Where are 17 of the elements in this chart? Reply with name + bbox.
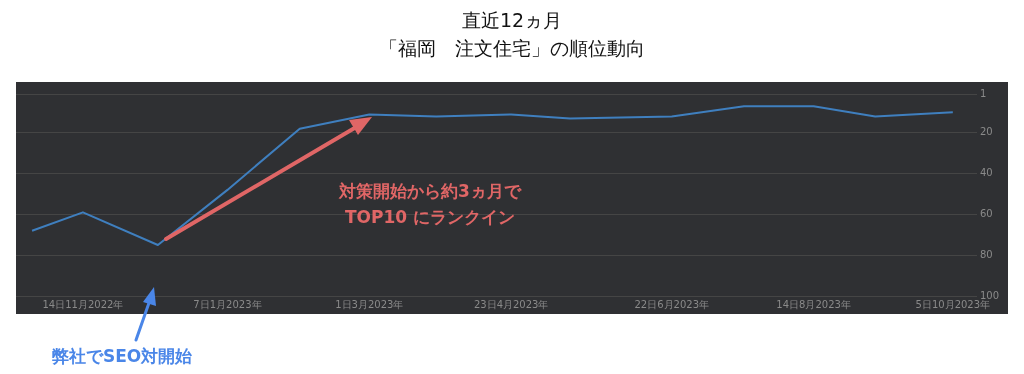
y-tick-label: 20 <box>979 126 993 138</box>
y-tick-label: 80 <box>979 248 993 260</box>
annotation: 対策開始から約3ヵ月で TOP10 にランクイン <box>338 180 523 229</box>
x-tick-label: 22日6月2023年 <box>634 298 710 310</box>
x-tick-label: 14日11月2022年 <box>42 298 124 310</box>
y-tick-label: 60 <box>979 207 993 219</box>
x-tick-label: 23日4月2023年 <box>473 298 549 310</box>
text: 弊社でSEO対開始 <box>52 345 193 368</box>
x-tick-label: 14日8月2023年 <box>776 298 851 310</box>
x-tick-label: 7日1月2023年 <box>193 298 262 310</box>
x-tick-label: 5日10月2023年 <box>915 298 991 310</box>
chart-title: 直近12ヵ月 <box>460 8 564 33</box>
chart-subtitle: 「福岡 注文住宅」の順位動向 <box>378 36 646 61</box>
y-tick-label: 100 <box>979 289 1000 301</box>
y-tick-label: 1 <box>979 87 987 99</box>
y-tick-label: 40 <box>979 167 993 179</box>
x-tick-label: 1日3月2023年 <box>335 298 404 310</box>
